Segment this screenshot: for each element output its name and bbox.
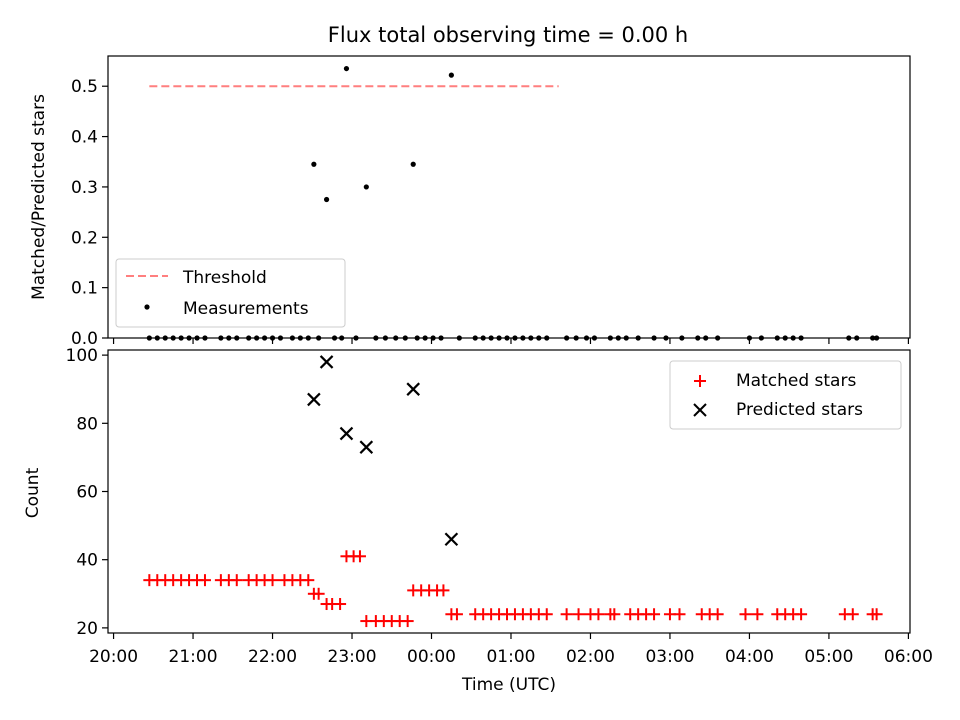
measurement-point xyxy=(343,65,350,72)
predicted-star-marker-b xyxy=(319,355,334,369)
matched-star-marker xyxy=(540,608,553,621)
measurement-point xyxy=(311,161,317,167)
predicted-star-marker xyxy=(444,532,459,547)
bottom-x-tick-label: 00:00 xyxy=(407,647,456,667)
predicted-star-marker xyxy=(406,382,420,396)
bottom-x-tick-label: 20:00 xyxy=(89,647,138,667)
measurement-point xyxy=(410,161,416,167)
top-legend: Threshold Measurements xyxy=(115,258,346,328)
matched-star-marker xyxy=(592,608,605,621)
bottom-x-tick-label: 02:00 xyxy=(566,647,615,667)
predicted-star-marker-b xyxy=(406,382,420,396)
top-legend-box xyxy=(115,258,346,328)
matched-star-marker xyxy=(198,574,211,587)
measurement-point xyxy=(448,72,454,78)
bottom-y-ticks: 20 40 60 80 100 xyxy=(66,346,108,639)
bottom-x-tick-label: 01:00 xyxy=(486,647,535,667)
top-title: Flux total observing time = 0.00 h xyxy=(328,23,688,47)
matched-star-marker xyxy=(751,608,764,621)
predicted-star-marker xyxy=(307,392,321,407)
matched-star-marker xyxy=(870,608,883,621)
top-axes-frame xyxy=(107,55,911,339)
top-y-tick-label: 0.4 xyxy=(71,128,98,148)
top-y-tick-label: 0.0 xyxy=(71,329,98,349)
predicted-star-marker-b xyxy=(307,392,321,407)
top-x-ticks xyxy=(112,338,910,344)
bottom-x-tick-label: 03:00 xyxy=(645,647,694,667)
predicted-stars-legend-label: Predicted stars xyxy=(736,400,863,420)
matched-star-marker xyxy=(401,615,414,628)
predicted-star-marker xyxy=(339,426,354,441)
matched-star-marker xyxy=(302,574,315,587)
top-y-tick-label: 0.5 xyxy=(71,77,98,97)
top-panel: Flux total observing time = 0.00 h 0.00.… xyxy=(29,23,911,349)
matched-star-marker xyxy=(572,608,585,621)
predicted-stars-legend-swatch xyxy=(693,403,707,417)
bottom-x-axis-label: Time (UTC) xyxy=(461,675,556,695)
bottom-panel: 20 40 60 80 100 20:00 21:00 22:00 23:00 00:00 01:… xyxy=(23,346,933,695)
bottom-x-tick-label: 22:00 xyxy=(248,647,297,667)
predicted-star-marker-b xyxy=(339,426,354,441)
matched-star-marker xyxy=(673,608,686,621)
matched-star-marker xyxy=(560,608,573,621)
top-y-tick-label: 0.1 xyxy=(71,279,98,299)
bottom-y-tick-label: 80 xyxy=(76,414,98,434)
bottom-legend: Matched stars Predicted stars xyxy=(669,360,902,430)
predicted-star-marker-b xyxy=(359,440,374,454)
matched-star-marker xyxy=(312,587,325,600)
bottom-y-axis-label: Count xyxy=(23,467,43,518)
bottom-x-tick-label: 23:00 xyxy=(328,647,377,667)
matched-star-marker xyxy=(739,608,752,621)
bottom-x-ticks: 20:00 21:00 22:00 23:00 00:00 01:00 02:00 03:00… xyxy=(89,633,933,667)
top-y-axis-label: Matched/Predicted stars xyxy=(29,94,49,300)
matched-star-marker xyxy=(711,608,724,621)
matched-star-marker xyxy=(334,598,347,611)
measurement-point xyxy=(323,196,330,203)
matched-star-marker xyxy=(846,608,859,621)
threshold-legend-label: Threshold xyxy=(182,268,267,288)
top-y-tick-label: 0.2 xyxy=(71,228,98,248)
bottom-y-tick-label: 40 xyxy=(76,551,98,571)
bottom-x-tick-label: 21:00 xyxy=(169,647,218,667)
predicted-star-marker xyxy=(359,440,374,454)
matched-stars-legend-swatch xyxy=(694,375,706,387)
matched-star-marker xyxy=(437,584,450,597)
matched-star-marker xyxy=(230,574,243,587)
top-y-tick-label: 0.3 xyxy=(71,178,98,198)
matched-star-marker xyxy=(450,608,463,621)
top-y-ticks: 0.0 0.1 0.2 0.3 0.4 0.5 xyxy=(71,77,108,349)
bottom-y-tick-label: 60 xyxy=(76,483,98,503)
predicted-star-marker-b xyxy=(444,532,459,547)
bottom-plot-layer xyxy=(143,355,883,628)
bottom-x-tick-label: 06:00 xyxy=(884,647,933,667)
matched-star-marker xyxy=(648,608,661,621)
matched-stars-legend-label: Matched stars xyxy=(736,371,856,391)
matched-star-marker xyxy=(353,550,366,563)
predicted-star-marker xyxy=(319,355,334,369)
measurements-legend-swatch xyxy=(144,304,150,310)
matched-star-marker xyxy=(266,574,279,587)
measurement-point xyxy=(363,184,369,190)
bottom-y-tick-label: 20 xyxy=(76,619,98,639)
bottom-y-tick-label: 100 xyxy=(66,346,98,366)
bottom-legend-box xyxy=(669,360,902,430)
bottom-x-tick-label: 04:00 xyxy=(725,647,774,667)
matched-star-marker xyxy=(608,608,621,621)
bottom-x-tick-label: 05:00 xyxy=(804,647,853,667)
matched-star-marker xyxy=(795,608,808,621)
measurements-legend-label: Measurements xyxy=(183,299,309,319)
